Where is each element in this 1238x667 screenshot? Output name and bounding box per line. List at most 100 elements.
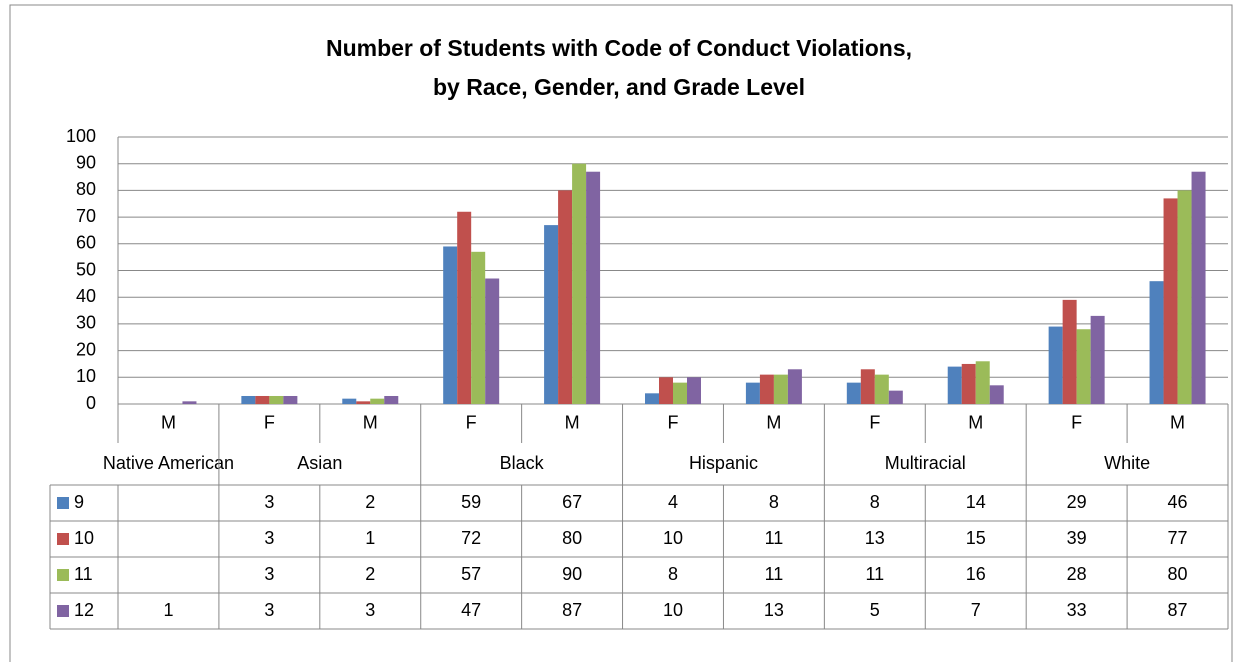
legend-label: 9 bbox=[74, 492, 84, 512]
bar bbox=[1048, 326, 1063, 404]
table-value: 87 bbox=[1168, 600, 1188, 620]
bar bbox=[342, 398, 357, 404]
chart-title: by Race, Gender, and Grade Level bbox=[433, 74, 805, 100]
bar bbox=[558, 190, 573, 404]
x-tick-label: M bbox=[766, 412, 781, 432]
table-value: 72 bbox=[461, 528, 481, 548]
y-tick-label: 0 bbox=[86, 393, 96, 413]
bar bbox=[443, 246, 458, 404]
x-tick-label: F bbox=[668, 412, 679, 432]
x-tick-label: F bbox=[869, 412, 880, 432]
bar bbox=[687, 377, 701, 404]
x-tick-label: F bbox=[466, 412, 477, 432]
bar bbox=[269, 395, 284, 404]
y-tick-label: 10 bbox=[76, 366, 96, 386]
bar bbox=[947, 366, 962, 404]
bar bbox=[544, 225, 559, 404]
table-value: 11 bbox=[765, 528, 784, 548]
legend-label: 11 bbox=[74, 564, 93, 584]
y-tick-label: 100 bbox=[66, 126, 96, 146]
table-value: 29 bbox=[1067, 492, 1087, 512]
table-value: 15 bbox=[966, 528, 986, 548]
bar bbox=[356, 401, 371, 404]
table-value: 7 bbox=[971, 600, 981, 620]
table-value: 8 bbox=[769, 492, 779, 512]
y-tick-label: 30 bbox=[76, 313, 96, 333]
table-value: 3 bbox=[264, 600, 274, 620]
table-value: 8 bbox=[870, 492, 880, 512]
bar bbox=[860, 369, 875, 404]
table-value: 1 bbox=[163, 600, 173, 620]
bar bbox=[572, 163, 587, 404]
bar bbox=[586, 171, 601, 404]
y-tick-label: 40 bbox=[76, 286, 96, 306]
bar bbox=[773, 374, 788, 404]
legend-label: 12 bbox=[74, 600, 94, 620]
bar bbox=[384, 395, 399, 404]
bar bbox=[1149, 281, 1164, 404]
bar bbox=[759, 374, 774, 404]
table-value: 8 bbox=[668, 564, 678, 584]
table-value: 33 bbox=[1067, 600, 1087, 620]
bar bbox=[787, 369, 802, 404]
x-tick-label: M bbox=[161, 412, 176, 432]
table-value: 2 bbox=[365, 564, 375, 584]
bar bbox=[961, 363, 976, 404]
bar bbox=[457, 211, 472, 404]
table-value: 46 bbox=[1168, 492, 1188, 512]
table-value: 4 bbox=[668, 492, 678, 512]
bar bbox=[1163, 198, 1178, 404]
group-label: Asian bbox=[297, 453, 342, 473]
x-tick-label: M bbox=[1170, 412, 1185, 432]
bar bbox=[241, 395, 256, 404]
x-tick-label: M bbox=[363, 412, 378, 432]
bar bbox=[645, 393, 659, 404]
table-value: 67 bbox=[562, 492, 582, 512]
table-value: 3 bbox=[264, 492, 274, 512]
table-value: 14 bbox=[966, 492, 986, 512]
chart-title: Number of Students with Code of Conduct … bbox=[326, 35, 912, 61]
table-value: 5 bbox=[870, 600, 880, 620]
y-tick-label: 80 bbox=[76, 179, 96, 199]
table-value: 3 bbox=[264, 528, 274, 548]
bar bbox=[673, 382, 687, 404]
table-value: 1 bbox=[365, 528, 375, 548]
x-tick-label: F bbox=[1071, 412, 1082, 432]
table-value: 77 bbox=[1168, 528, 1188, 548]
table-value: 47 bbox=[461, 600, 481, 620]
table-value: 3 bbox=[264, 564, 274, 584]
legend-label: 10 bbox=[74, 528, 94, 548]
x-tick-label: M bbox=[968, 412, 983, 432]
bar bbox=[1191, 171, 1206, 404]
bar bbox=[745, 382, 760, 404]
bar bbox=[255, 395, 270, 404]
group-label: White bbox=[1104, 453, 1150, 473]
y-tick-label: 90 bbox=[76, 152, 96, 172]
bar bbox=[1177, 190, 1192, 404]
table-value: 10 bbox=[663, 528, 683, 548]
table-value: 80 bbox=[1168, 564, 1188, 584]
group-label: Hispanic bbox=[689, 453, 758, 473]
x-tick-label: F bbox=[264, 412, 275, 432]
legend-swatch bbox=[57, 569, 69, 581]
table-value: 11 bbox=[865, 564, 884, 584]
bar bbox=[1076, 329, 1091, 404]
table-value: 2 bbox=[365, 492, 375, 512]
bar bbox=[846, 382, 861, 404]
bar bbox=[659, 377, 673, 404]
legend-swatch bbox=[57, 605, 69, 617]
bar bbox=[975, 361, 990, 404]
legend-swatch bbox=[57, 497, 69, 509]
y-tick-label: 60 bbox=[76, 233, 96, 253]
table-value: 87 bbox=[562, 600, 582, 620]
table-value: 16 bbox=[966, 564, 986, 584]
bar bbox=[1062, 299, 1077, 404]
bar bbox=[874, 374, 889, 404]
bar bbox=[989, 385, 1004, 404]
table-value: 28 bbox=[1067, 564, 1087, 584]
y-tick-label: 50 bbox=[76, 259, 96, 279]
table-value: 90 bbox=[562, 564, 582, 584]
bar bbox=[888, 390, 903, 404]
x-tick-label: M bbox=[565, 412, 580, 432]
